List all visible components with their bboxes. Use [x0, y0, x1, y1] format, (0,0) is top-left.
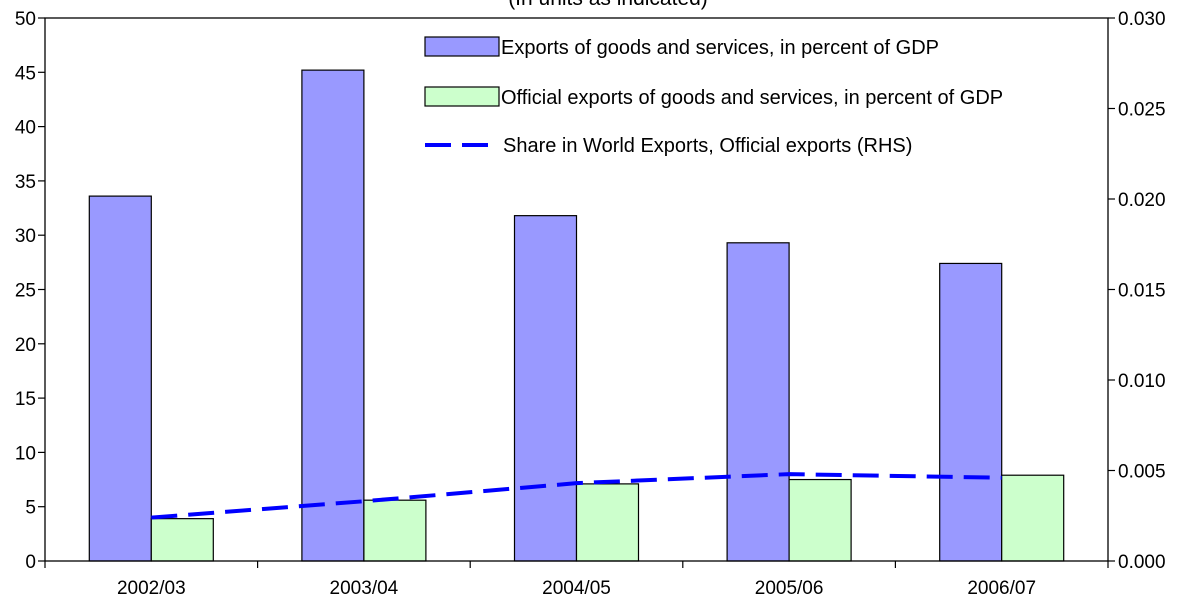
- y-left-tick-label: 15: [15, 389, 36, 410]
- y-left-tick-label: 5: [25, 498, 36, 519]
- x-tick-label: 2002/03: [117, 578, 186, 599]
- y-left-tick-label: 10: [15, 443, 36, 464]
- y-left-tick-label: 25: [15, 281, 36, 302]
- legend-label-exports: Exports of goods and services, in percen…: [501, 37, 939, 59]
- y-right-tick-label: 0.000: [1118, 552, 1166, 573]
- y-left-tick-label: 0: [25, 552, 36, 573]
- y-left-tick-label: 50: [15, 9, 36, 30]
- bar-exports-2006-07: [939, 262, 1003, 562]
- bar-exports-2004-05: [513, 215, 578, 562]
- bar-official-2004-05: [575, 483, 640, 562]
- x-tick-label: 2004/05: [542, 578, 611, 599]
- y-right-tick-label: 0.010: [1118, 371, 1166, 392]
- y-left-tick-label: 20: [15, 335, 36, 356]
- y-left-tick-label: 45: [15, 63, 36, 84]
- x-tick-label: 2003/04: [330, 578, 399, 599]
- bar-official-2005-06: [788, 478, 852, 562]
- bar-official-2006-07: [1001, 474, 1065, 562]
- y-right-tick-label: 0.015: [1118, 281, 1166, 302]
- bar-exports-2003-04: [301, 69, 365, 562]
- legend-swatch-official: [424, 86, 500, 107]
- bar-exports-2005-06: [726, 242, 790, 562]
- y-left-tick-label: 30: [15, 226, 36, 247]
- bar-official-2002-03: [150, 518, 214, 562]
- x-tick-label: 2006/07: [967, 578, 1036, 599]
- bar-official-2003-04: [363, 499, 427, 562]
- x-tick-label: 2005/06: [755, 578, 824, 599]
- chart-title: (In units as indicated): [508, 0, 708, 10]
- y-right-tick-label: 0.030: [1118, 9, 1166, 30]
- legend-label-official: Official exports of goods and services, …: [501, 87, 1003, 109]
- y-right-tick-label: 0.005: [1118, 462, 1166, 483]
- y-left-tick-label: 35: [15, 172, 36, 193]
- y-left-tick-label: 40: [15, 118, 36, 139]
- bar-exports-2002-03: [88, 195, 152, 562]
- y-right-tick-label: 0.020: [1118, 190, 1166, 211]
- legend-swatch-exports: [424, 36, 500, 57]
- y-right-tick-label: 0.025: [1118, 100, 1166, 121]
- legend-label-share: Share in World Exports, Official exports…: [503, 135, 912, 157]
